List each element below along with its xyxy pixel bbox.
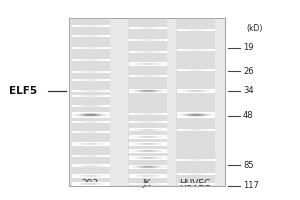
Bar bbox=[128, 18, 167, 186]
Text: 85: 85 bbox=[243, 160, 254, 170]
Text: 19: 19 bbox=[243, 44, 254, 52]
Text: 117: 117 bbox=[243, 182, 259, 190]
Text: 293: 293 bbox=[81, 179, 99, 188]
Bar bbox=[176, 18, 214, 186]
Bar bbox=[69, 18, 225, 186]
Text: (kD): (kD) bbox=[246, 24, 262, 33]
Text: 26: 26 bbox=[243, 66, 254, 75]
Text: ELF5: ELF5 bbox=[9, 86, 37, 96]
Text: HUVEC: HUVEC bbox=[179, 179, 211, 188]
Bar bbox=[70, 18, 110, 186]
Text: 48: 48 bbox=[243, 112, 254, 120]
Text: JK: JK bbox=[143, 179, 151, 188]
Text: 34: 34 bbox=[243, 86, 254, 95]
